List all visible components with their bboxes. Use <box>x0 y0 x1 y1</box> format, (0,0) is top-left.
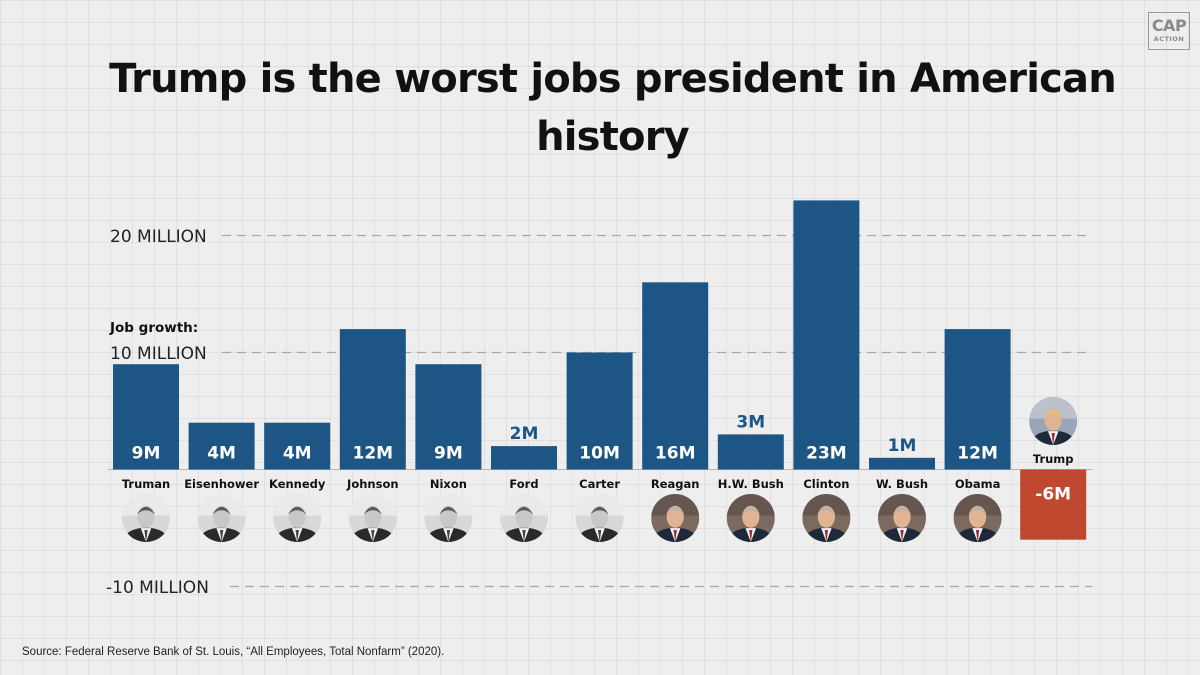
bar-trump <box>1020 469 1087 540</box>
category-label-w-bush: W. Bush <box>876 477 928 491</box>
y-tick-label-2: -10 MILLION <box>106 578 209 598</box>
y-tick-label-0: 20 MILLION <box>110 227 207 247</box>
data-label-eisenhower: 4M <box>207 444 236 464</box>
bar-eisenhower <box>188 422 255 470</box>
bar-carter <box>566 352 633 470</box>
data-label-w-bush: 1M <box>888 436 917 456</box>
nixon-portrait-icon <box>424 494 473 542</box>
category-label-johnson: Johnson <box>346 477 399 491</box>
bar-obama <box>944 329 1011 470</box>
ford-portrait-icon <box>500 494 548 542</box>
w-bush-portrait-icon <box>878 494 926 542</box>
bar-clinton <box>793 200 860 470</box>
bar-kennedy <box>264 422 331 470</box>
data-label-johnson: 12M <box>353 444 394 464</box>
bar-nixon <box>415 364 482 470</box>
data-label-clinton: 23M <box>806 444 847 464</box>
category-label-h-w-bush: H.W. Bush <box>718 477 784 491</box>
category-label-kennedy: Kennedy <box>269 477 326 491</box>
bar-ford <box>491 446 557 470</box>
category-label-nixon: Nixon <box>430 477 467 491</box>
source-note: Source: Federal Reserve Bank of St. Loui… <box>22 646 445 658</box>
logo-line-2: ACTION <box>1153 35 1185 43</box>
bar-w-bush <box>869 457 935 470</box>
category-label-trump: Trump <box>1033 452 1074 466</box>
eisenhower-portrait-icon <box>197 494 246 542</box>
data-label-h-w-bush: 3M <box>736 412 765 432</box>
kennedy-portrait-icon <box>273 494 322 542</box>
clinton-portrait-icon <box>802 494 851 542</box>
bar-truman <box>113 364 179 470</box>
reagan-portrait-icon <box>651 494 700 542</box>
data-label-trump: -6M <box>1035 485 1071 505</box>
category-label-carter: Carter <box>579 477 620 491</box>
data-label-nixon: 9M <box>434 444 463 464</box>
category-label-truman: Truman <box>122 477 170 491</box>
bar-johnson <box>339 329 406 470</box>
category-label-eisenhower: Eisenhower <box>184 477 259 491</box>
category-label-obama: Obama <box>955 477 1001 491</box>
data-label-carter: 10M <box>579 444 620 464</box>
bar-h-w-bush <box>717 434 784 470</box>
category-label-reagan: Reagan <box>651 477 700 491</box>
chart-title: Trump is the worst jobs president in Ame… <box>109 56 1117 160</box>
johnson-portrait-icon <box>348 494 397 542</box>
data-label-obama: 12M <box>957 444 998 464</box>
bar-reagan <box>642 282 709 470</box>
obama-portrait-icon <box>953 494 1002 542</box>
hw-bush-portrait-icon <box>726 494 775 542</box>
data-label-kennedy: 4M <box>283 444 312 464</box>
y-tick-label-1: 10 MILLION <box>110 344 207 364</box>
trump-portrait-icon <box>1029 397 1078 445</box>
data-label-ford: 2M <box>510 424 539 444</box>
data-label-truman: 9M <box>132 444 161 464</box>
truman-portrait-icon <box>122 494 170 542</box>
cap-action-logo: CAP ACTION <box>1148 12 1190 50</box>
y-axis-label: Job growth: <box>109 320 198 336</box>
category-label-clinton: Clinton <box>803 477 849 491</box>
logo-line-1: CAP <box>1151 16 1187 35</box>
category-label-ford: Ford <box>509 477 538 491</box>
data-label-reagan: 16M <box>655 444 696 464</box>
carter-portrait-icon <box>575 494 624 542</box>
